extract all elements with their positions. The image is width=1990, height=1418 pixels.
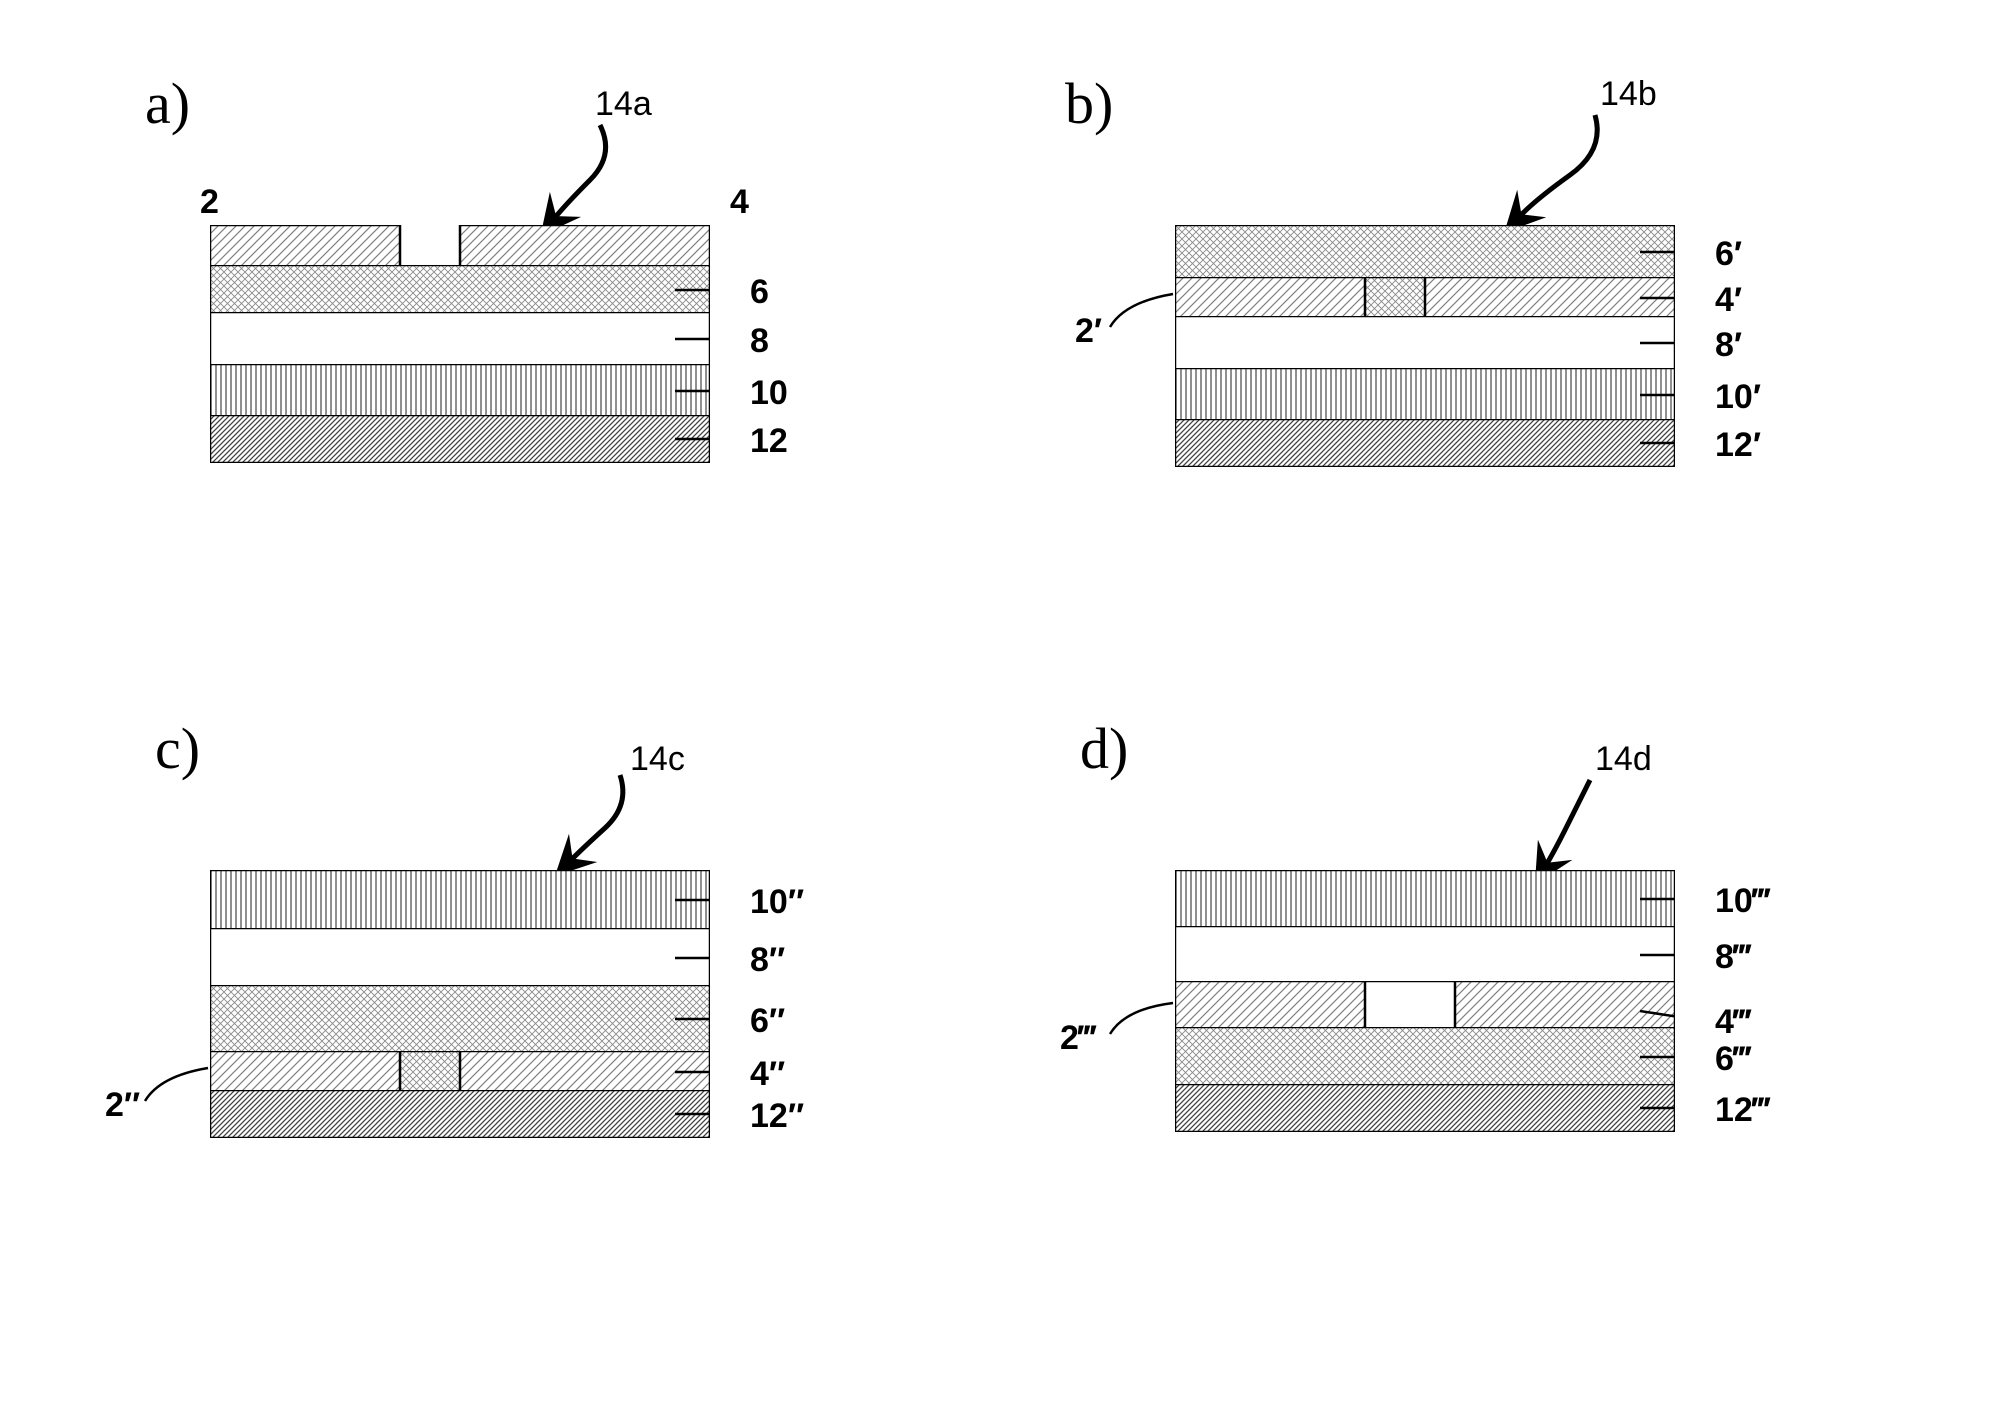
ref-12p: 12′ [1715, 426, 1761, 465]
ref-10: 10 [750, 374, 788, 413]
ref-10p: 10′ [1715, 378, 1761, 417]
ref-8pp: 8″ [750, 941, 785, 980]
ref-4pp: 4″ [750, 1055, 785, 1094]
ref-6pp: 6″ [750, 1002, 785, 1041]
panel-b-stack: 6′ 2′ 4′ 8′ 10′ 12′ [1175, 225, 1675, 467]
ref-12: 12 [750, 422, 788, 461]
panel-a-arrow-icon [535, 120, 635, 230]
ref-2ppp: 2‴ [1060, 1019, 1095, 1058]
ref-2: 2 [200, 183, 219, 222]
ref-6: 6 [750, 273, 769, 312]
ref-12pp: 12″ [750, 1097, 804, 1136]
ref-4ppp: 4‴ [1715, 1003, 1750, 1042]
panel-d-label: d) [1080, 715, 1128, 782]
panel-b-arrow-icon [1500, 110, 1620, 230]
panel-b-label: b) [1065, 70, 1113, 137]
panel-c-arrow-icon [555, 770, 655, 870]
panel-d-arrow-icon [1530, 775, 1630, 875]
ref-10pp: 10″ [750, 883, 804, 922]
ref-6p: 6′ [1715, 235, 1742, 274]
ref-8ppp: 8‴ [1715, 938, 1750, 977]
ref-2pp: 2″ [105, 1086, 140, 1125]
ref-10ppp: 10‴ [1715, 882, 1769, 921]
panel-a-stack: 2 4 6 8 10 12 [210, 225, 710, 463]
ref-4p: 4′ [1715, 281, 1742, 320]
panel-c-label: c) [155, 715, 200, 782]
panel-d-arrow-label: 14d [1595, 740, 1652, 779]
panel-c-stack: 10″ 8″ 6″ 2″ 4″ 12″ [210, 870, 710, 1138]
ref-12ppp: 12‴ [1715, 1091, 1769, 1130]
panel-a-label: a) [145, 70, 190, 137]
panel-b-arrow-label: 14b [1600, 75, 1657, 114]
panel-d-stack: 10‴ 8‴ 2‴ 4‴ 6‴ 12‴ [1175, 870, 1675, 1132]
ref-8: 8 [750, 322, 769, 361]
ref-6ppp: 6‴ [1715, 1040, 1750, 1079]
ref-2p: 2′ [1075, 312, 1102, 351]
ref-4: 4 [730, 183, 749, 222]
ref-8p: 8′ [1715, 326, 1742, 365]
panel-a-arrow-label: 14a [595, 85, 652, 124]
